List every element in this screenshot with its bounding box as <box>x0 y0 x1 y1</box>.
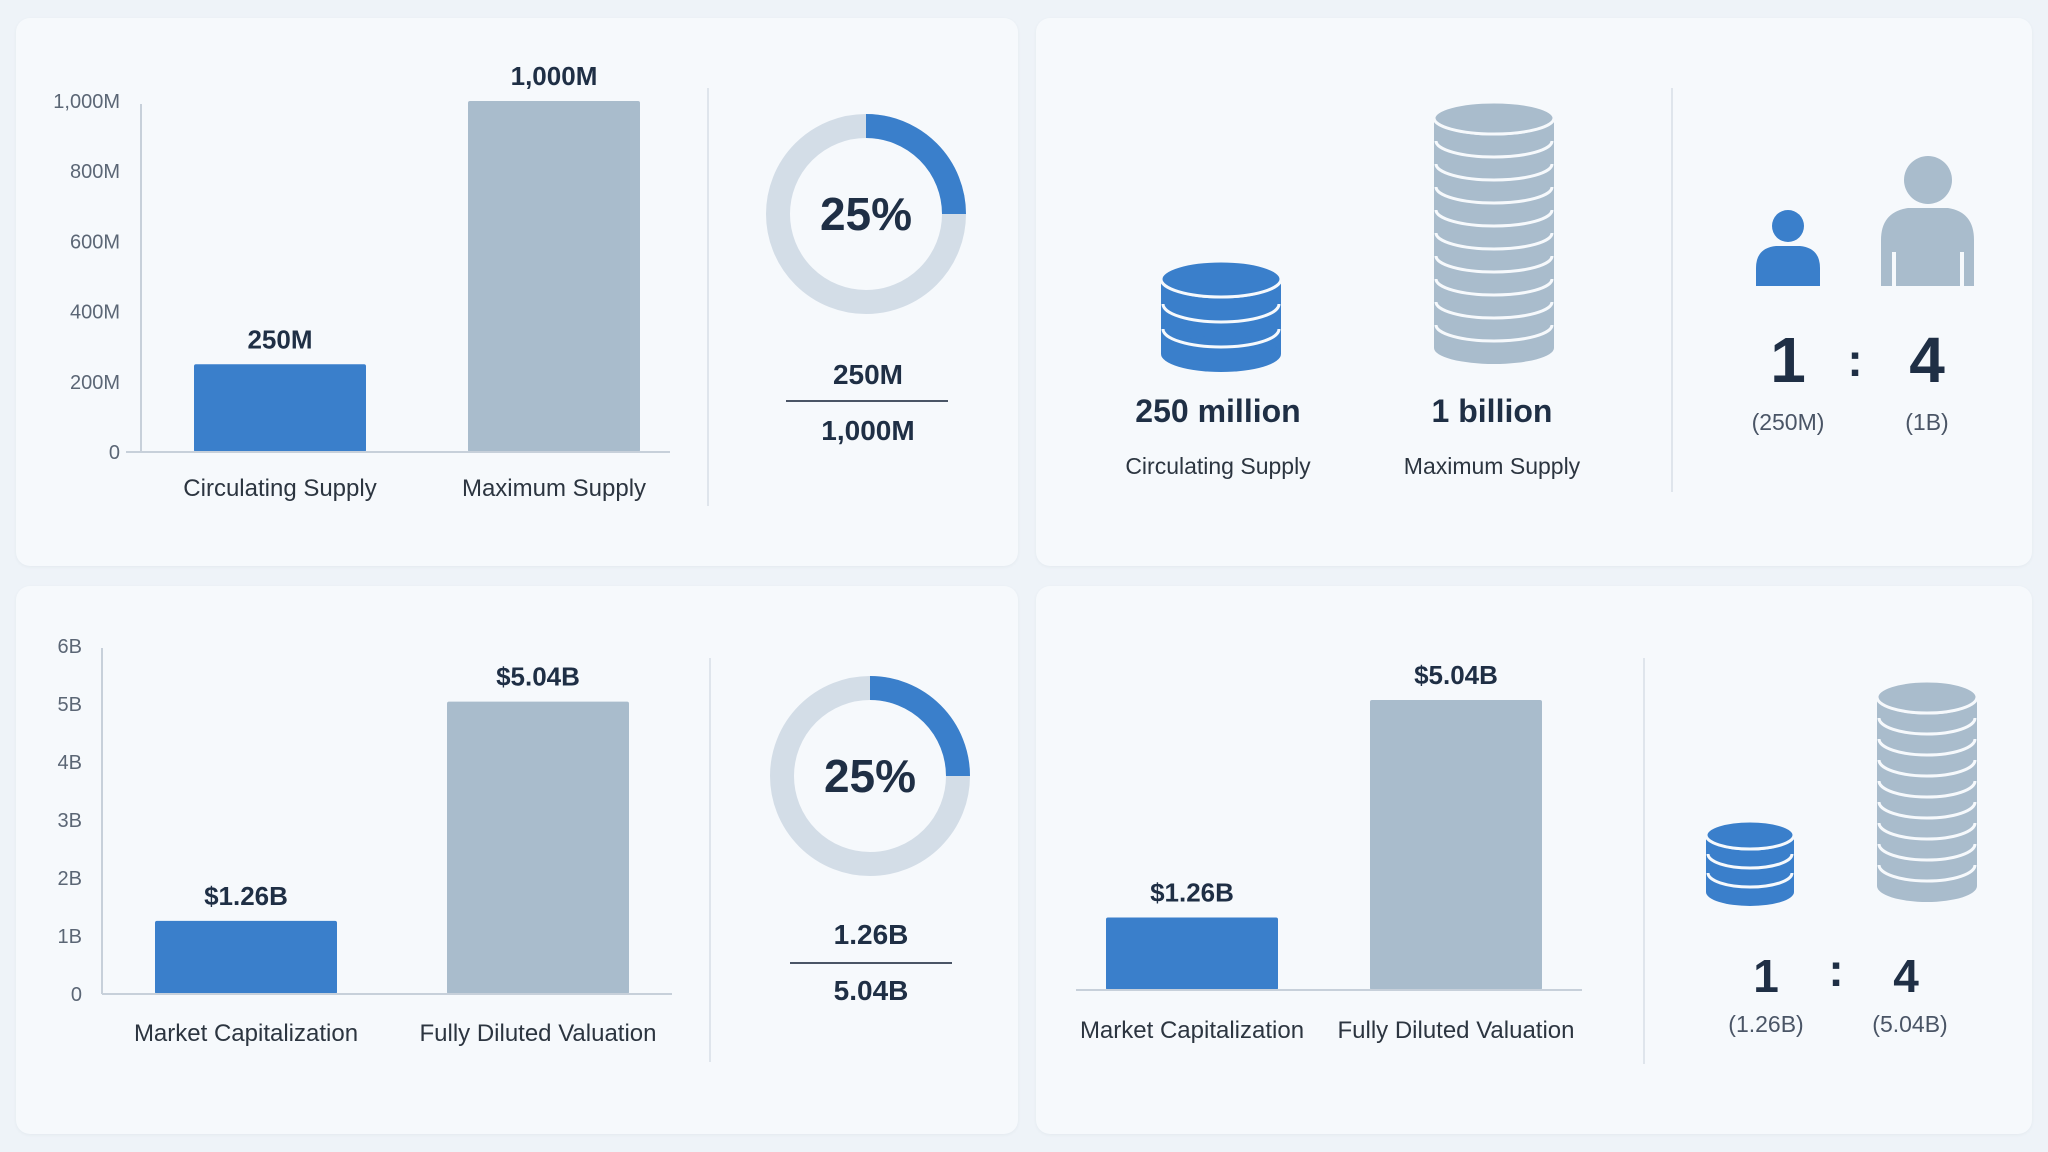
coin-stack-icon <box>1875 679 1979 902</box>
y-tick-label: 5B <box>58 694 82 716</box>
ratio-left: 1 <box>1753 950 1779 1002</box>
ratio-right: 4 <box>1909 324 1945 396</box>
bar <box>468 101 640 452</box>
valuation-icons: $1.26B Market Capitalization $5.04B Fully D… <box>1076 658 1979 1064</box>
fraction-numerator: 250M <box>833 359 903 390</box>
ratio-left-sub: (1.26B) <box>1728 1011 1803 1037</box>
category-label: Market Capitalization <box>134 1020 358 1047</box>
ratio-donut: 25% <box>770 676 970 876</box>
ratio-left-sub: (250M) <box>1752 409 1825 435</box>
coin-stack-icon <box>1159 259 1283 372</box>
person-icon <box>1881 156 1974 286</box>
ratio-right-sub: (1B) <box>1905 409 1948 435</box>
valuation-chart-panel: 0 1B 2B 3B 4B 5B 6B $1.26B Market Capitalizatio… <box>16 586 1018 1134</box>
ratio-right: 4 <box>1893 950 1919 1002</box>
bar <box>447 701 629 994</box>
bar-value-label: $1.26B <box>204 881 288 911</box>
bar-value-label: $5.04B <box>496 662 580 692</box>
y-tick-label: 6B <box>58 636 82 658</box>
y-tick-label: 0 <box>71 984 82 1006</box>
bar-value-label: $1.26B <box>1150 878 1234 908</box>
bar-value-label: $5.04B <box>1414 660 1498 690</box>
bar-value-label: 250M <box>247 324 312 354</box>
y-tick-label: 2B <box>58 868 82 890</box>
y-tick-label: 1B <box>58 926 82 948</box>
y-tick-label: 3B <box>58 810 82 832</box>
maximum-value: 1 billion <box>1432 393 1553 429</box>
coin-stack-icon <box>1704 819 1796 906</box>
bar-value-label: 1,000M <box>511 61 598 91</box>
ratio-left: 1 <box>1770 324 1806 396</box>
y-tick-label: 4B <box>58 752 82 774</box>
supply-chart: 0 200M 400M 600M 800M 1,000M 250M Circulating … <box>53 61 966 506</box>
fraction-denominator: 5.04B <box>834 975 909 1006</box>
donut-percent: 25% <box>820 188 912 240</box>
y-tick-label: 400M <box>70 302 120 324</box>
supply-chart-panel: 0 200M 400M 600M 800M 1,000M 250M Circulating … <box>16 18 1018 566</box>
valuation-chart: 0 1B 2B 3B 4B 5B 6B $1.26B Market Capitalizatio… <box>58 636 970 1062</box>
ratio-colon: : <box>1847 334 1862 386</box>
ratio-right-sub: (5.04B) <box>1872 1011 1947 1037</box>
supply-icons-panel: 250 million Circulating Supply 1 billion… <box>1036 18 2032 566</box>
category-label: Market Capitalization <box>1080 1017 1304 1044</box>
circulating-label: Circulating Supply <box>1125 453 1311 479</box>
category-label: Circulating Supply <box>183 475 376 502</box>
category-label: Maximum Supply <box>462 475 646 502</box>
y-tick-label: 200M <box>70 372 120 394</box>
fraction-denominator: 1,000M <box>821 415 914 446</box>
supply-icons: 250 million Circulating Supply 1 billion… <box>1125 88 1974 492</box>
ratio-donut: 25% <box>766 114 966 314</box>
ratio-colon: : <box>1828 944 1843 996</box>
category-label: Fully Diluted Valuation <box>419 1020 656 1047</box>
bar <box>155 920 337 994</box>
fraction-numerator: 1.26B <box>834 919 909 950</box>
maximum-label: Maximum Supply <box>1404 453 1581 479</box>
valuation-icons-panel: $1.26B Market Capitalization $5.04B Fully D… <box>1036 586 2032 1134</box>
y-tick-label: 1,000M <box>53 91 120 113</box>
y-tick-label: 600M <box>70 231 120 253</box>
circulating-value: 250 million <box>1135 393 1300 429</box>
donut-percent: 25% <box>824 750 916 802</box>
bar <box>194 364 366 452</box>
y-tick-label: 800M <box>70 161 120 183</box>
bar <box>1370 700 1542 990</box>
category-label: Fully Diluted Valuation <box>1337 1017 1574 1044</box>
coin-stack-icon <box>1432 100 1556 364</box>
y-tick-label: 0 <box>109 442 120 464</box>
person-icon <box>1756 210 1820 286</box>
bar <box>1106 917 1278 990</box>
